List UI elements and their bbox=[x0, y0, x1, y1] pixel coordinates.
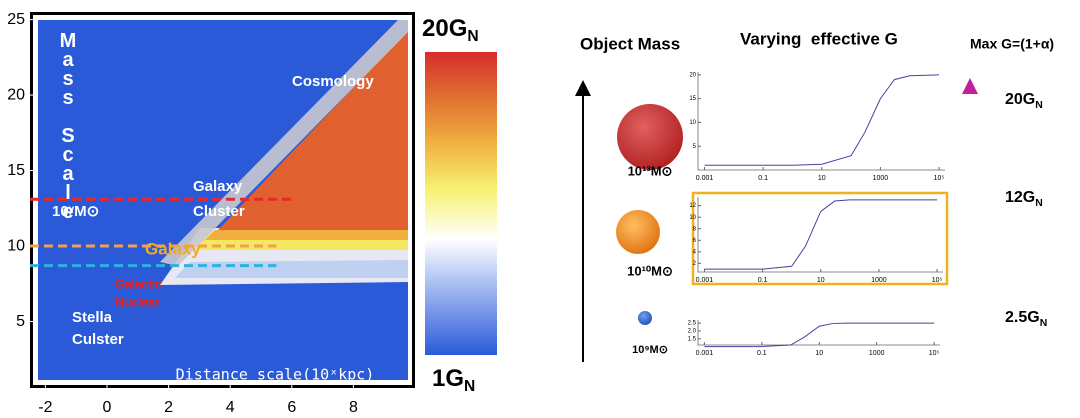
x-tick-label: 1000 bbox=[871, 277, 887, 284]
x-tick-label: 6 bbox=[287, 399, 296, 416]
annotation: Galactic bbox=[115, 276, 162, 291]
header: Varying effective G bbox=[740, 29, 898, 48]
y-tick-label: 2 bbox=[693, 261, 697, 267]
g-label-sub: N bbox=[464, 378, 475, 395]
x-tick-label: 1000 bbox=[869, 350, 885, 357]
x-tick-label: 0.001 bbox=[696, 175, 714, 182]
x-tick-label: 8 bbox=[349, 399, 358, 416]
y-tick-label: 15 bbox=[7, 162, 25, 179]
annotation: Cosmology bbox=[292, 73, 374, 90]
x-tick-label: 10 bbox=[818, 175, 826, 182]
highlight-box bbox=[693, 193, 947, 284]
chart: Object Mass Varying effective G Max G=(1… bbox=[0, 0, 1080, 418]
y-label: Mass Scale bbox=[58, 30, 78, 220]
g-label-sub: N bbox=[1035, 198, 1043, 209]
x-tick-label: 0.1 bbox=[758, 175, 768, 182]
object-mass: 10⁹M⊙ bbox=[632, 344, 668, 356]
x-tick-label: 10⁵ bbox=[932, 277, 943, 284]
g-label-sub: N bbox=[1035, 100, 1043, 111]
x-tick-label: 10⁵ bbox=[929, 350, 940, 357]
y-tick-label: 1.5 bbox=[688, 336, 697, 342]
annotation: Nuclear bbox=[115, 294, 160, 309]
figure: Object Mass Varying effective G Max G=(1… bbox=[0, 0, 1080, 418]
g-label-main: 2.5G bbox=[1005, 309, 1040, 326]
axis bbox=[698, 72, 945, 170]
g-label-main: 1G bbox=[432, 365, 464, 392]
y-tick-label: 20 bbox=[7, 86, 25, 103]
object-sphere bbox=[638, 311, 652, 325]
y-tick-label: 2.0 bbox=[688, 329, 697, 335]
x-tick-label: 0 bbox=[103, 399, 112, 416]
x-tick-label: -2 bbox=[38, 399, 52, 416]
y-tick-label: 10 bbox=[689, 215, 696, 221]
y-tick-label: 10 bbox=[689, 120, 696, 126]
x-tick-label: 4 bbox=[226, 399, 235, 416]
y-tick-label: 4 bbox=[693, 249, 697, 255]
x-tick-label: 0.1 bbox=[758, 277, 768, 284]
y-tick-label: 12 bbox=[689, 203, 696, 209]
g-label: 20GN bbox=[422, 15, 479, 45]
annotation: Galaxy bbox=[193, 178, 243, 195]
g-label: 20GN bbox=[1005, 91, 1043, 110]
g-label-main: 20G bbox=[1005, 91, 1035, 108]
y-tick-label: 20 bbox=[689, 72, 696, 78]
y-tick-label: 5 bbox=[693, 144, 697, 150]
colorbar bbox=[425, 52, 497, 355]
object-sphere bbox=[617, 104, 683, 170]
contour-band bbox=[205, 230, 408, 240]
object-sphere bbox=[616, 210, 660, 254]
y-tick-label: 6 bbox=[693, 238, 697, 244]
line bbox=[705, 75, 940, 165]
object-mass: 10¹³M⊙ bbox=[628, 163, 673, 178]
header: Object Mass bbox=[580, 34, 680, 53]
y-tick-label: 8 bbox=[693, 226, 697, 232]
line bbox=[704, 200, 937, 269]
contour-band bbox=[175, 260, 408, 278]
x-tick-label: 2 bbox=[164, 399, 173, 416]
header: Max G=(1+α) bbox=[970, 36, 1054, 52]
y-tick-label: 2.5 bbox=[688, 321, 697, 327]
x-tick-label: 0.001 bbox=[696, 277, 714, 284]
y-tick-label: 10 bbox=[7, 237, 25, 254]
annotation: Culster bbox=[72, 331, 124, 348]
g-label: 1GN bbox=[432, 365, 475, 395]
x-tick-label: 10⁵ bbox=[934, 175, 945, 182]
y-tick-label: 25 bbox=[7, 11, 25, 28]
annotation: Galaxy bbox=[145, 239, 201, 258]
axis bbox=[698, 197, 943, 272]
y-tick-label: 5 bbox=[16, 313, 25, 330]
axis bbox=[698, 320, 940, 345]
x-tick-label: 1000 bbox=[873, 175, 889, 182]
x-tick-label: 0.001 bbox=[696, 350, 714, 357]
g-label: 2.5GN bbox=[1005, 309, 1047, 328]
object-mass: 10¹⁰M⊙ bbox=[627, 263, 673, 278]
x-tick-label: 10 bbox=[815, 350, 823, 357]
x-tick-label: 0.1 bbox=[757, 350, 767, 357]
g-label-main: 20G bbox=[422, 15, 467, 42]
annotation: Cluster bbox=[193, 203, 245, 220]
g-label-sub: N bbox=[467, 28, 478, 45]
g-label-main: 12G bbox=[1005, 189, 1035, 206]
x-label: Distance scale(10ˣkpc) bbox=[176, 366, 375, 384]
g-label: 12GN bbox=[1005, 189, 1043, 208]
annotation: Stella bbox=[72, 309, 113, 326]
g-label-sub: N bbox=[1040, 318, 1048, 329]
y-tick-label: 15 bbox=[689, 96, 696, 102]
x-tick-label: 10 bbox=[817, 277, 825, 284]
